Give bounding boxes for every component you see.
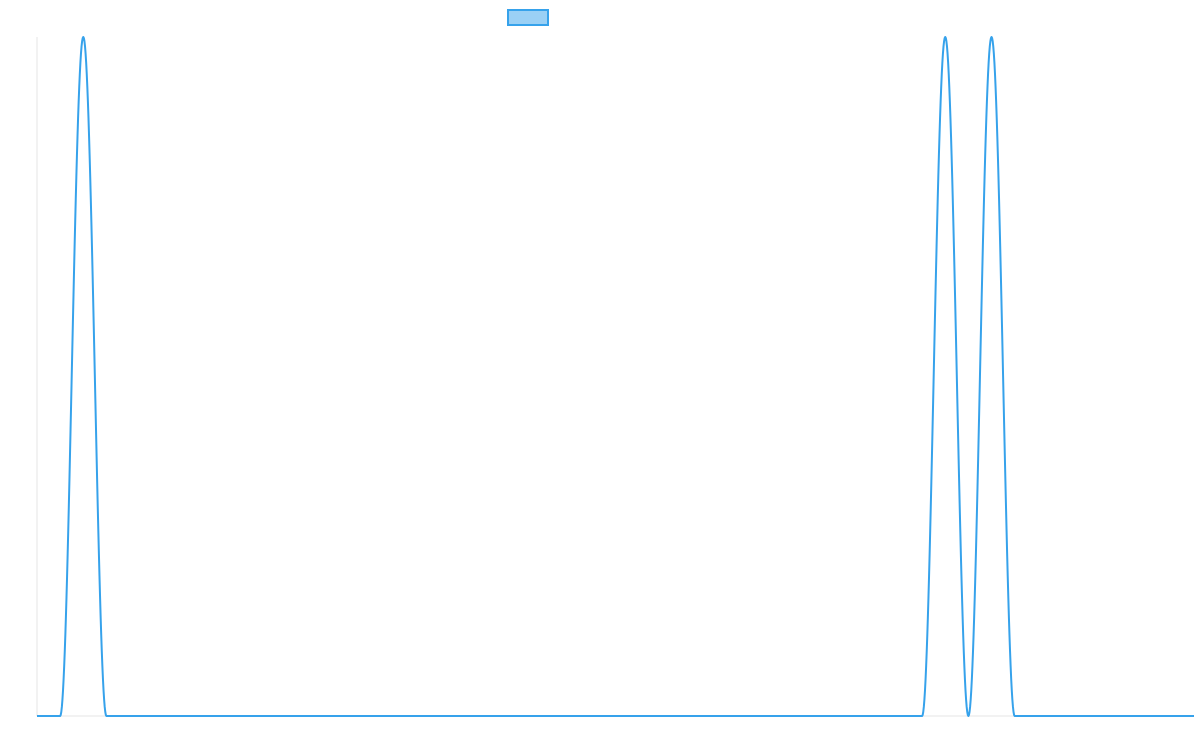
axes — [36, 37, 1194, 717]
series-layer — [36, 36, 1195, 717]
legend[interactable] — [507, 9, 549, 26]
series-line — [36, 36, 1195, 717]
legend-swatch[interactable] — [507, 9, 549, 26]
